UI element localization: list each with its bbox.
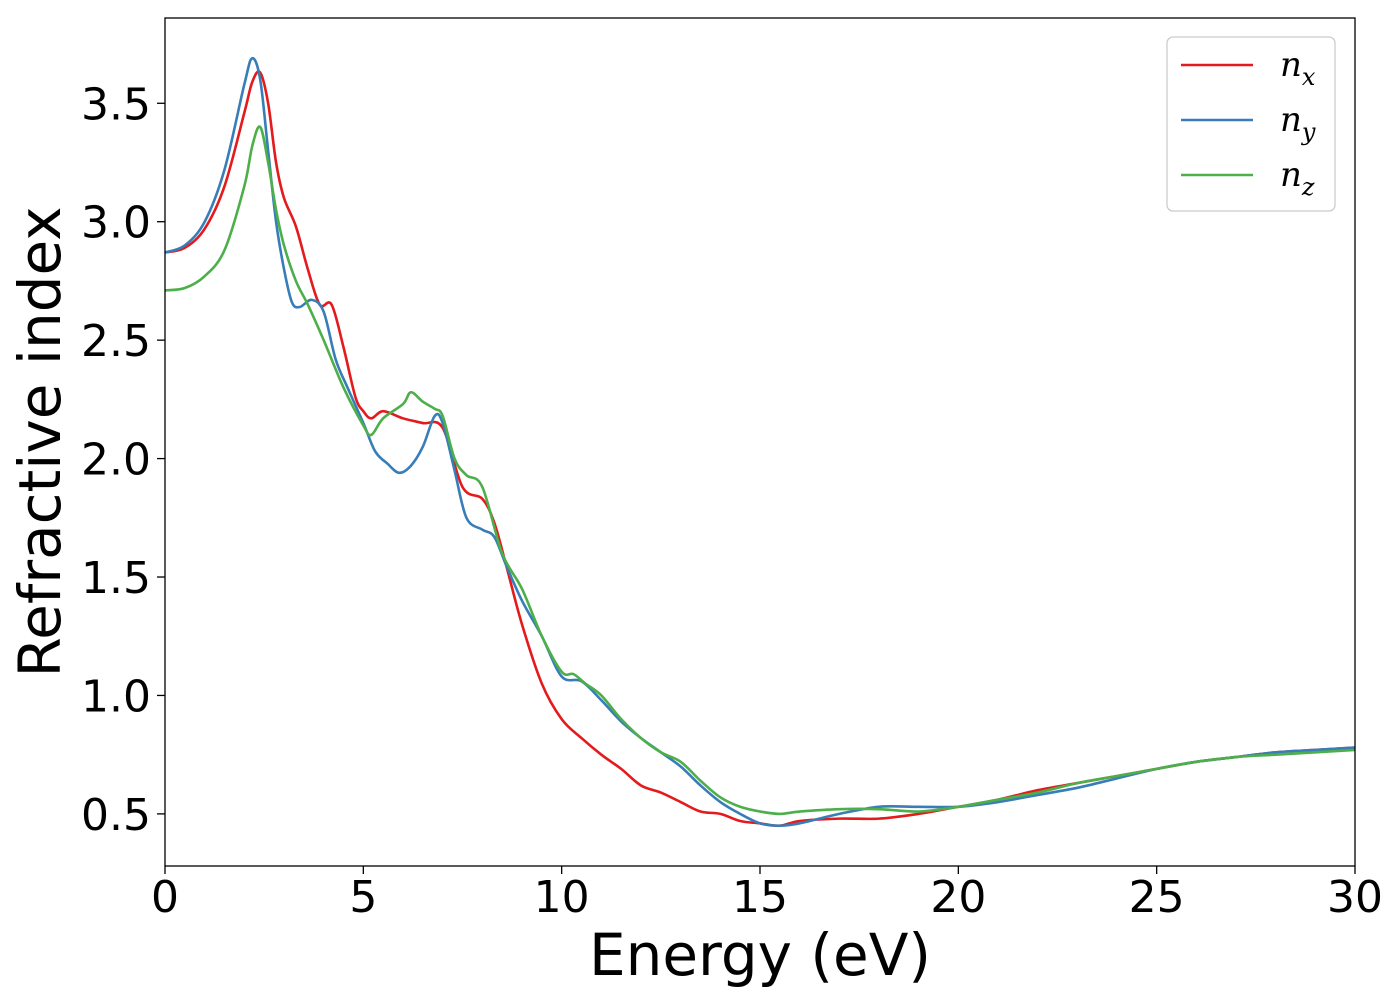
y-tick-label: 2.0 (81, 435, 151, 486)
y-tick-label: 1.5 (81, 553, 151, 604)
series-layer (165, 56, 1355, 828)
y-tick-label: 3.0 (81, 198, 151, 249)
x-tick-label: 25 (1129, 872, 1185, 923)
x-tick-label: 0 (151, 872, 179, 923)
x-axis: 0 5 10 15 20 25 30 (151, 866, 1383, 923)
legend-box (1166, 36, 1336, 212)
x-tick-label: 30 (1327, 872, 1383, 923)
y-tick-label: 0.5 (81, 790, 151, 841)
x-tick-label: 15 (732, 872, 788, 923)
y-tick-label: 3.5 (81, 79, 151, 130)
series-line-z (165, 125, 1355, 816)
y-axis-title: Refractive index (6, 206, 74, 677)
x-tick-label: 10 (534, 872, 590, 923)
y-tick-label: 2.5 (81, 316, 151, 367)
x-tick-label: 20 (930, 872, 986, 923)
y-axis: 0.5 1.0 1.5 2.0 2.5 3.0 3.5 (81, 79, 165, 841)
y-tick-label: 1.0 (81, 671, 151, 722)
x-axis-title: Energy (eV) (589, 921, 931, 989)
x-tick-label: 5 (349, 872, 377, 923)
legend-label-z: nz (1280, 155, 1315, 201)
